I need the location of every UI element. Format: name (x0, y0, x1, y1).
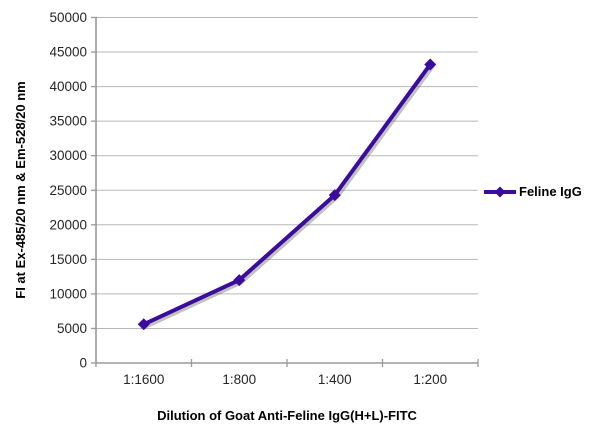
legend: Feline IgG (483, 184, 582, 199)
data-point-diamond (424, 58, 437, 71)
x-axis-title: Dilution of Goat Anti-Feline IgG(H+L)-FI… (157, 408, 417, 423)
legend-label: Feline IgG (519, 184, 582, 199)
x-tick-label: 1:800 (222, 372, 256, 387)
data-point-diamond (328, 189, 341, 202)
y-tick-label: 5000 (57, 321, 87, 336)
x-tick-label: 1:1600 (123, 372, 164, 387)
y-tick-label: 15000 (49, 252, 87, 267)
y-tick-label: 30000 (49, 148, 87, 163)
y-tick-label: 20000 (49, 217, 87, 232)
series-line (141, 62, 433, 327)
legend-line-marker-icon (484, 186, 516, 197)
y-tick-label: 35000 (49, 114, 87, 129)
y-tick-label: 45000 (49, 45, 87, 60)
y-tick-label: 50000 (49, 10, 87, 25)
y-tick-label: 25000 (49, 183, 87, 198)
data-point-diamond (137, 318, 150, 331)
y-tick-label: 10000 (49, 286, 87, 301)
data-point-diamond (233, 274, 246, 287)
series-line-shadow (143, 64, 435, 329)
x-tick-label: 1:200 (413, 372, 447, 387)
y-axis-title: FI at Ex-485/20 nm & Em-528/20 nm (13, 81, 28, 299)
y-tick-label: 40000 (49, 79, 87, 94)
y-tick-label: 0 (79, 356, 87, 371)
x-tick-label: 1:400 (318, 372, 352, 387)
